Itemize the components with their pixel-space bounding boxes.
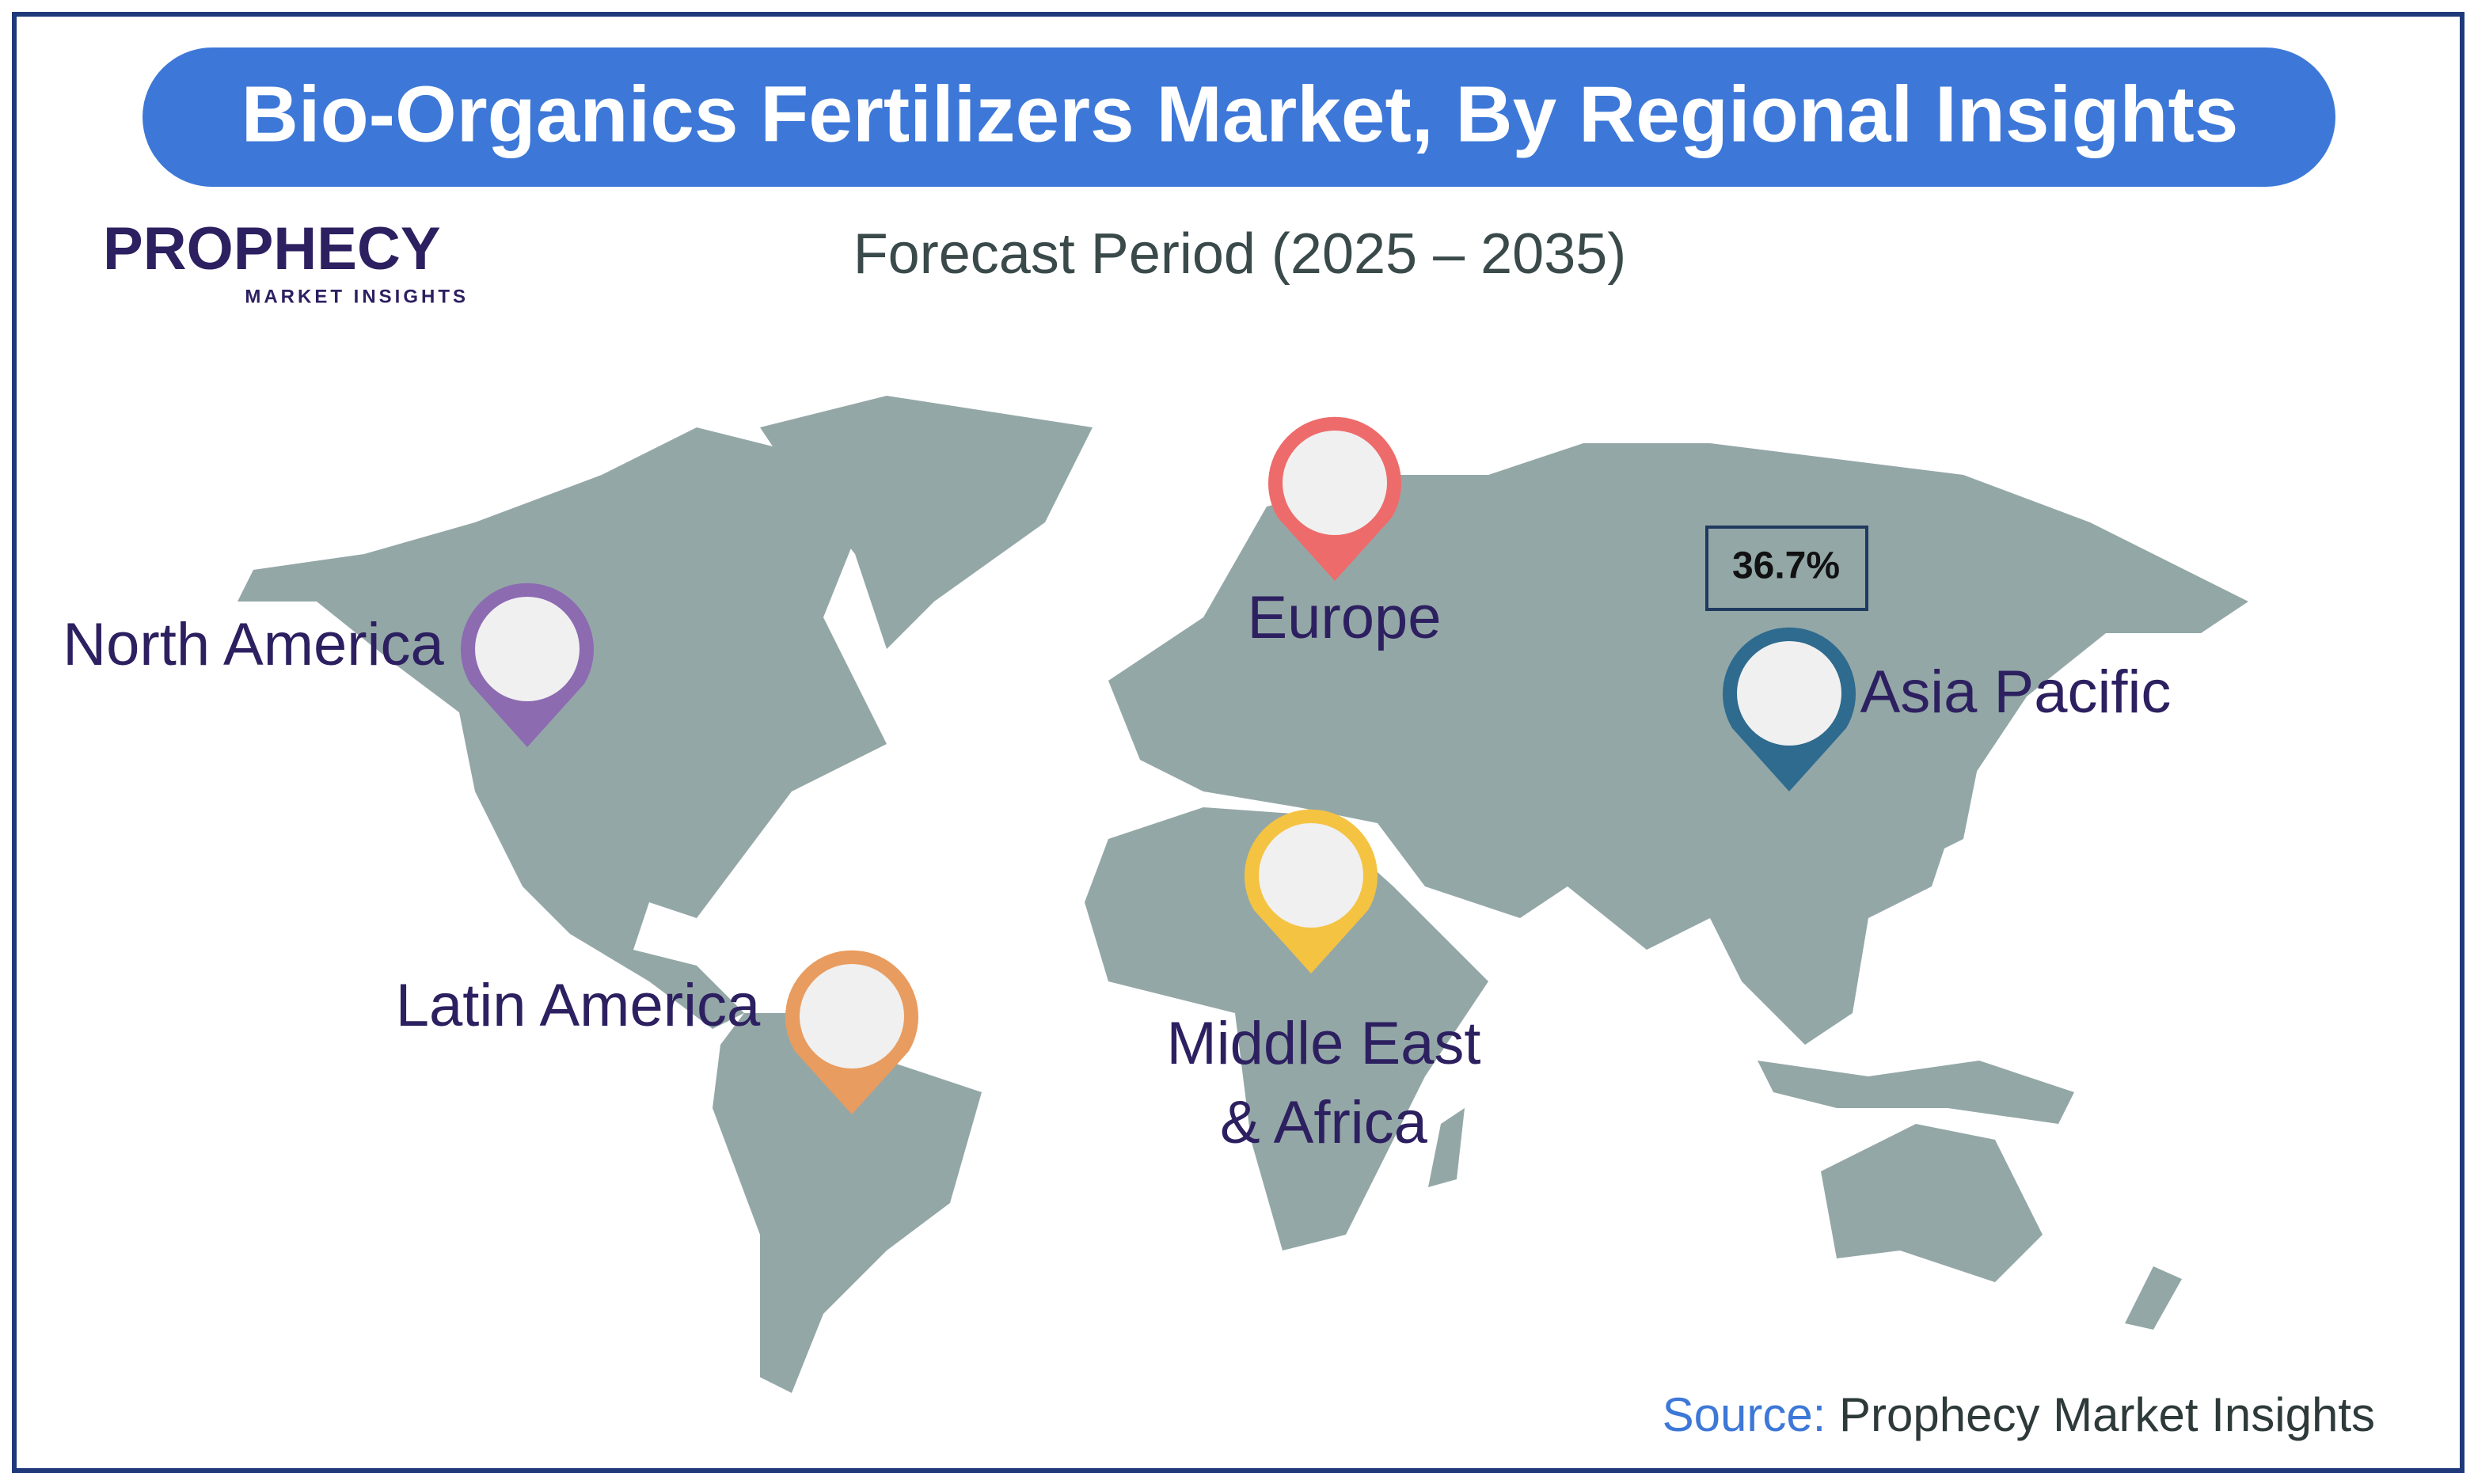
japan bbox=[1908, 744, 1979, 863]
pin-center bbox=[1259, 823, 1363, 928]
indonesia bbox=[1758, 1061, 2074, 1124]
north-america bbox=[238, 427, 887, 1029]
logo-tagline: MARKET INSIGHTS bbox=[245, 286, 469, 307]
pins bbox=[461, 416, 1856, 1114]
australia bbox=[1821, 1124, 2043, 1282]
frame bbox=[12, 12, 2464, 1473]
subtitle: Forecast Period (2025 – 2035) bbox=[853, 222, 1627, 286]
africa bbox=[1085, 807, 1488, 1251]
greenland bbox=[760, 396, 1093, 649]
pin-center bbox=[800, 964, 904, 1068]
region-label: Asia Pacific bbox=[1860, 659, 2172, 726]
logo-name: PROPHECY bbox=[103, 215, 441, 283]
region-label: Middle East bbox=[1166, 1010, 1480, 1077]
value-box bbox=[1705, 526, 1868, 611]
region-label: Europe bbox=[1247, 584, 1441, 651]
madagascar bbox=[1428, 1108, 1465, 1187]
source-text: Prophecy Market Insights bbox=[1839, 1388, 2375, 1441]
pin-center bbox=[475, 597, 580, 701]
source-label: Source: bbox=[1663, 1388, 1826, 1441]
world-map bbox=[238, 396, 2248, 1393]
south-america bbox=[713, 1013, 982, 1393]
pin-center bbox=[1283, 431, 1387, 535]
region-label: & Africa bbox=[1220, 1089, 1428, 1156]
region-value: 36.7% bbox=[1732, 545, 1840, 587]
region-label: North America bbox=[63, 611, 444, 678]
eurasia bbox=[1108, 443, 2248, 1045]
pin-center bbox=[1737, 641, 1841, 746]
title: Bio-Organics Fertilizers Market, By Regi… bbox=[241, 70, 2239, 158]
new-zealand bbox=[2125, 1266, 2182, 1330]
region-label: Latin America bbox=[396, 972, 761, 1039]
source: Source: Prophecy Market Insights bbox=[1663, 1388, 2375, 1441]
title-banner bbox=[143, 47, 2335, 187]
